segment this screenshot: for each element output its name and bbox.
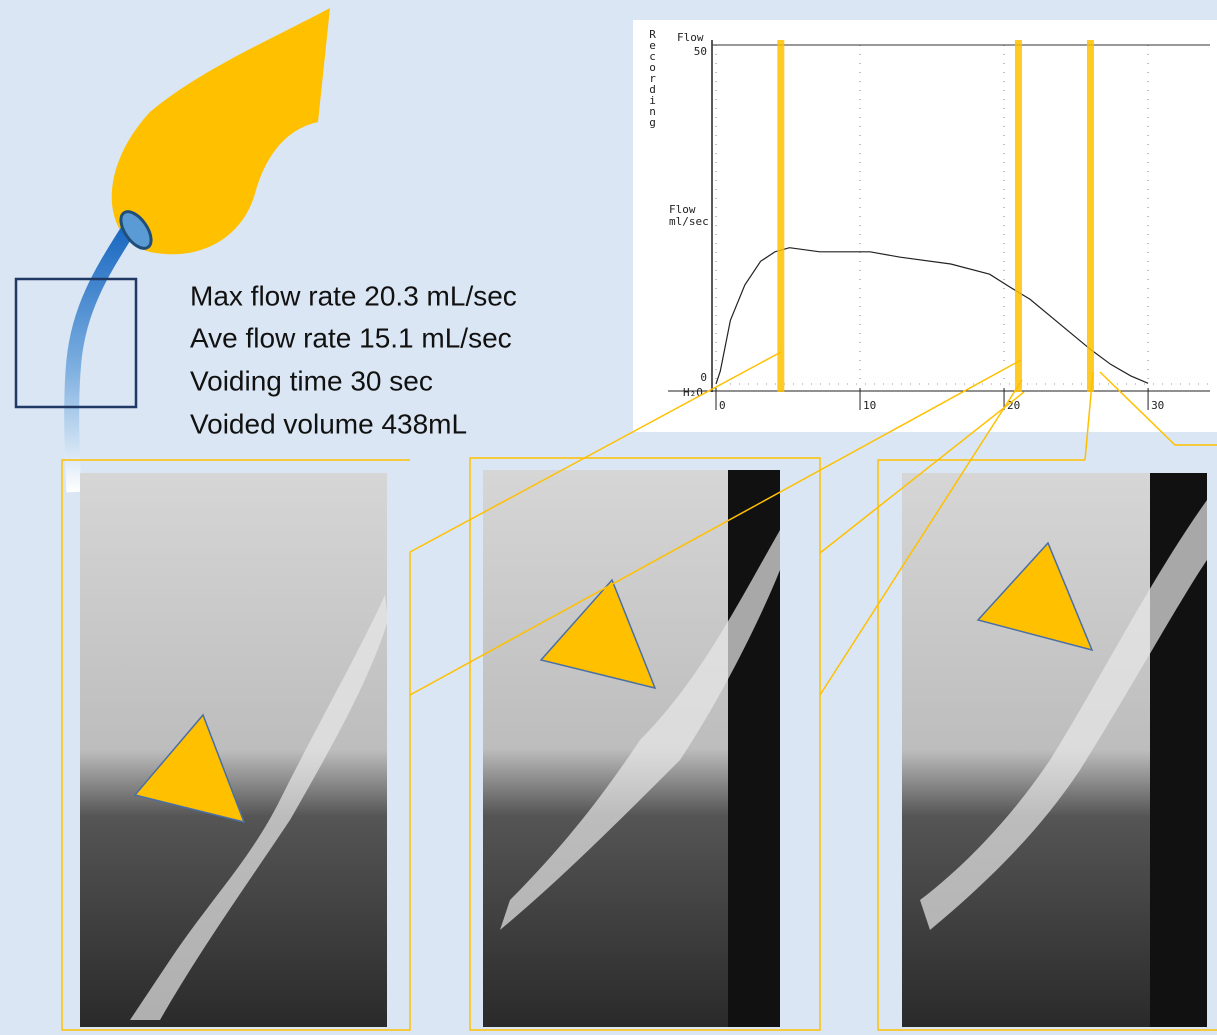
stat: Max flow rate 20.3 mL/sec xyxy=(190,280,517,311)
jet xyxy=(920,500,1207,930)
marker-triangle xyxy=(133,713,246,824)
x-tick-label: 0 xyxy=(719,399,726,412)
y-tick-label: 0 xyxy=(700,371,707,384)
stat: Voiding time 30 sec xyxy=(190,365,433,396)
x-tick-label: 10 xyxy=(863,399,876,412)
chart-panel xyxy=(633,20,1217,432)
side-label: Recording xyxy=(646,28,659,128)
stat: Voided volume 438mL xyxy=(190,408,467,439)
marker-triangle xyxy=(539,578,657,690)
time-highlight xyxy=(1014,40,1022,392)
baseline-label: H₂O xyxy=(683,386,703,399)
connector xyxy=(1084,371,1094,461)
photo xyxy=(80,473,387,1027)
marker-triangle xyxy=(976,541,1094,652)
frames xyxy=(61,351,1217,1031)
stat: Ave flow rate 15.1 mL/sec xyxy=(190,322,512,353)
frame xyxy=(877,459,1217,1031)
connector xyxy=(409,359,1022,696)
x-tick-label: 30 xyxy=(1151,399,1164,412)
jet xyxy=(500,530,780,930)
frame xyxy=(61,459,411,1031)
connector xyxy=(409,351,782,553)
connector xyxy=(819,379,1023,696)
connector xyxy=(819,391,1025,554)
y-tick-label: 50 xyxy=(694,45,707,58)
meatus xyxy=(119,210,153,250)
time-highlight xyxy=(777,40,785,392)
frame xyxy=(469,457,821,1031)
focus-box xyxy=(14,277,138,409)
photos xyxy=(80,470,1207,1027)
time-highlight xyxy=(1086,40,1094,392)
y-label: Flow ml/sec xyxy=(669,203,709,228)
connector xyxy=(1099,371,1217,446)
body-shape xyxy=(111,8,330,255)
axis-title: Flow xyxy=(677,31,704,44)
stream xyxy=(64,218,140,493)
